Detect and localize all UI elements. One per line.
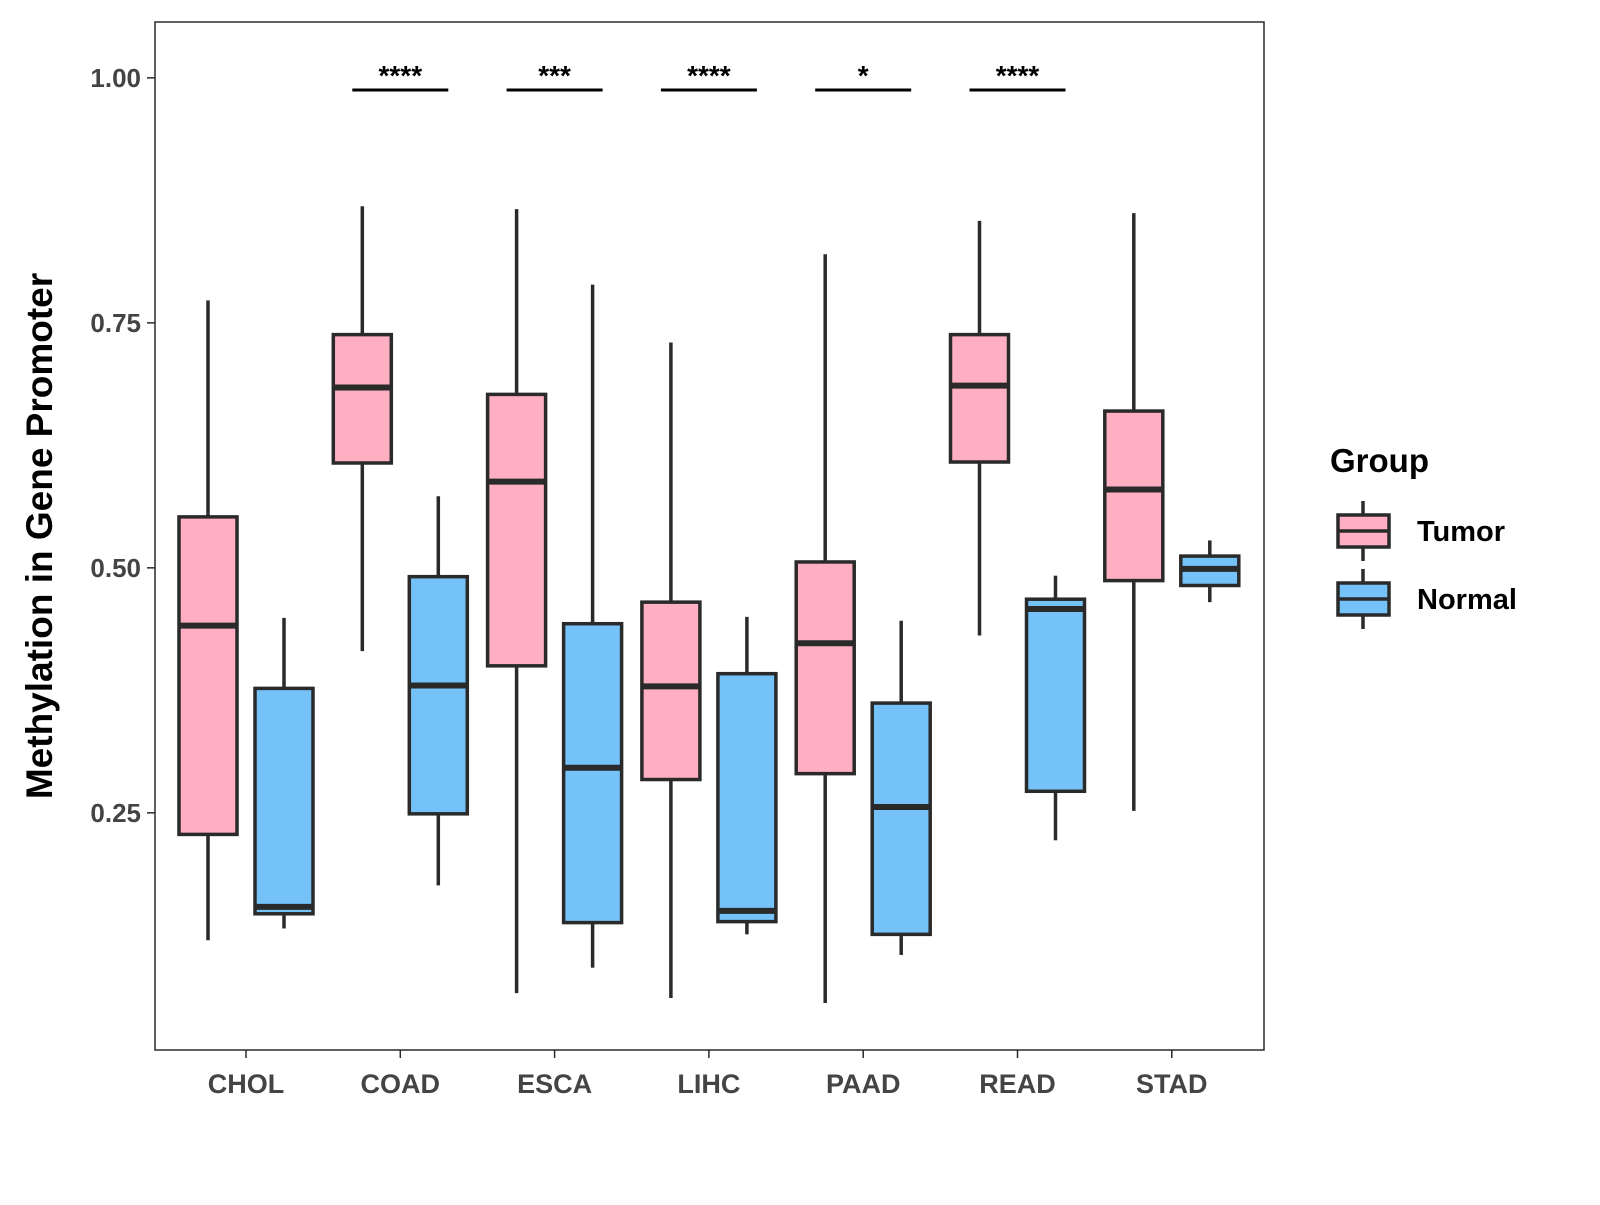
x-tick-label: COAD [361,1069,441,1099]
legend-label: Tumor [1417,516,1505,548]
box-iqr [716,671,778,924]
box-normal-chol [253,617,315,929]
box-iqr [331,332,394,465]
box-normal-lihc [716,616,778,935]
y-tick-label: 0.75 [90,308,141,338]
box-iqr [561,621,624,925]
y-tick-label: 0.25 [90,798,141,828]
significance-label: **** [687,60,731,91]
box-tumor-lihc [640,342,702,999]
box-normal-read [1024,575,1087,841]
box-tumor-chol [177,300,239,941]
legend-item-normal: Normal [1336,569,1517,629]
box-iqr [1024,597,1087,794]
box-iqr [253,686,315,916]
box-iqr [1103,409,1165,583]
legend-title: Group [1330,442,1429,479]
legend-label: Normal [1417,584,1517,616]
box-normal-paad [870,620,932,955]
y-tick-label: 1.00 [90,63,141,93]
box-normal-coad [407,496,470,886]
box-iqr [948,332,1011,464]
box-tumor-coad [331,206,394,652]
significance-label: **** [996,60,1040,91]
box-tumor-paad [794,254,856,1003]
box-tumor-esca [485,209,548,994]
box-normal-esca [561,284,624,968]
box-iqr [177,515,239,837]
box-tumor-stad [1103,213,1165,811]
box-iqr [407,574,470,816]
significance-label: *** [538,60,571,91]
box-iqr [794,560,856,776]
box-iqr [485,392,548,668]
significance-label: **** [379,60,423,91]
box-iqr [870,701,932,937]
box-normal-stad [1179,540,1241,603]
plot-panel [154,21,1265,1051]
x-tick-label: READ [979,1069,1056,1099]
x-tick-label: CHOL [208,1069,285,1099]
x-tick-label: ESCA [517,1069,592,1099]
y-axis-label: Methylation in Gene Promoter [19,273,60,799]
x-tick-label: STAD [1136,1069,1208,1099]
box-tumor-read [948,220,1011,636]
significance-label: * [858,60,869,91]
box-iqr [640,600,702,782]
x-tick-label: PAAD [826,1069,901,1099]
legend-item-tumor: Tumor [1336,501,1505,561]
x-tick-label: LIHC [677,1069,740,1099]
y-tick-label: 0.50 [90,553,141,583]
